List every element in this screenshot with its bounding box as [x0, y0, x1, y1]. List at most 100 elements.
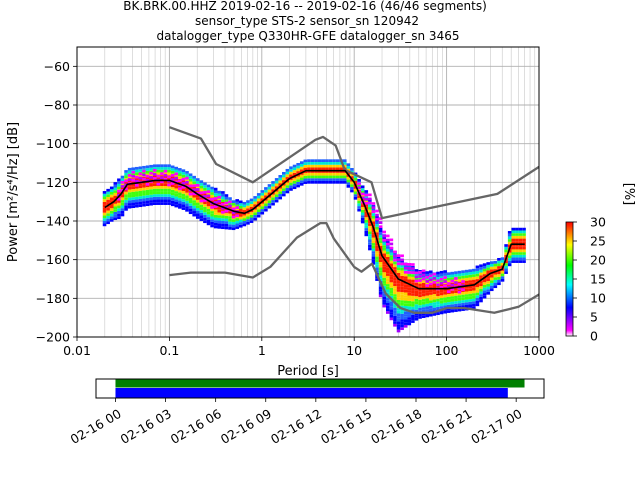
psd-cell	[411, 312, 415, 315]
psd-outlier-cell	[178, 179, 182, 182]
psd-outlier-cell	[450, 283, 455, 287]
psd-cell	[479, 291, 483, 295]
psd-cell	[385, 308, 390, 312]
psd-cell	[439, 303, 444, 307]
psd-cell	[335, 178, 340, 181]
psd-cell	[325, 172, 329, 176]
psd-outlier-cell	[411, 267, 415, 270]
psd-cell	[292, 172, 297, 176]
psd-cell	[117, 205, 121, 209]
psd-cell	[185, 195, 189, 199]
psd-cell	[461, 270, 465, 274]
psd-cell	[479, 267, 483, 270]
psd-cell	[246, 208, 250, 212]
psd-cell	[486, 283, 490, 287]
plot-frame	[76, 46, 540, 338]
psd-cell	[407, 276, 412, 280]
psd-cell	[145, 168, 150, 171]
psd-cell	[145, 170, 150, 174]
psd-cell	[242, 218, 247, 221]
psd-cell	[120, 197, 125, 201]
psd-cell	[124, 197, 128, 200]
psd-cell	[425, 301, 430, 304]
psd-cell	[289, 171, 293, 175]
psd-cell	[124, 205, 128, 209]
psd-cell	[522, 257, 526, 261]
psd-cell	[203, 214, 207, 218]
psd-cell	[106, 205, 110, 208]
psd-cell	[335, 175, 340, 179]
psd-cell	[303, 178, 308, 182]
psd-outlier-cell	[228, 204, 232, 208]
psd-cell	[138, 201, 143, 205]
psd-cell	[425, 282, 430, 285]
psd-cell	[138, 196, 143, 199]
psd-cell	[378, 289, 383, 292]
psd-cell	[432, 283, 437, 286]
psd-cell	[432, 291, 437, 295]
psd-cell	[375, 267, 379, 271]
psd-cell	[500, 273, 505, 277]
colorbar-tick-label: 5	[590, 310, 598, 325]
psd-cell	[436, 312, 440, 316]
psd-cell	[364, 214, 369, 218]
psd-cell	[378, 245, 383, 249]
psd-cell	[500, 257, 505, 261]
psd-cell	[411, 268, 415, 272]
psd-cell	[142, 201, 146, 204]
psd-cell	[185, 208, 189, 212]
psd-cell	[296, 171, 300, 174]
psd-cell	[149, 170, 153, 174]
psd-cell	[468, 285, 473, 289]
psd-cell	[382, 299, 386, 303]
psd-cell	[224, 218, 229, 222]
psd-cell	[156, 194, 161, 197]
psd-cell	[436, 293, 440, 297]
psd-cell	[167, 164, 171, 168]
psd-cell	[360, 212, 365, 216]
psd-cell	[389, 260, 394, 264]
psd-cell	[199, 185, 204, 189]
psd-cell	[289, 179, 293, 183]
psd-cell	[407, 287, 412, 291]
psd-cell	[138, 166, 143, 170]
psd-outlier-cell	[421, 269, 426, 273]
x-tick-label: 1	[258, 343, 266, 358]
psd-cell	[407, 292, 412, 296]
psd-outlier-cell	[192, 184, 196, 188]
psd-cell	[393, 307, 397, 311]
psd-cell	[446, 277, 451, 281]
psd-cell	[195, 202, 200, 206]
psd-cell	[224, 223, 229, 227]
psd-cell	[163, 180, 168, 184]
psd-cell	[454, 271, 458, 275]
psd-cell	[192, 208, 196, 212]
psd-cell	[335, 162, 340, 165]
psd-cell	[350, 184, 354, 187]
psd-cell	[393, 291, 397, 295]
psd-cell	[299, 164, 304, 167]
psd-cell	[403, 305, 408, 309]
psd-cell	[385, 297, 390, 301]
psd-cell	[260, 209, 265, 212]
psd-cell	[472, 304, 476, 307]
psd-cell	[385, 256, 390, 260]
psd-cell	[242, 220, 247, 224]
psd-cell	[120, 213, 125, 217]
psd-cell	[421, 290, 426, 294]
psd-cell	[432, 296, 437, 300]
psd-cell	[497, 279, 501, 283]
psd-cell	[260, 206, 265, 210]
psd-cell	[418, 272, 422, 276]
psd-cell	[396, 256, 401, 260]
psd-cell	[522, 230, 526, 234]
psd-cell	[113, 184, 118, 188]
x-tick-label: 100	[435, 343, 459, 358]
psd-cell	[507, 233, 512, 237]
psd-cell	[393, 269, 397, 273]
psd-cell	[493, 271, 498, 275]
psd-cell	[113, 217, 118, 221]
psd-cell	[342, 170, 347, 173]
psd-cell	[479, 280, 483, 284]
psd-cell	[339, 175, 343, 179]
